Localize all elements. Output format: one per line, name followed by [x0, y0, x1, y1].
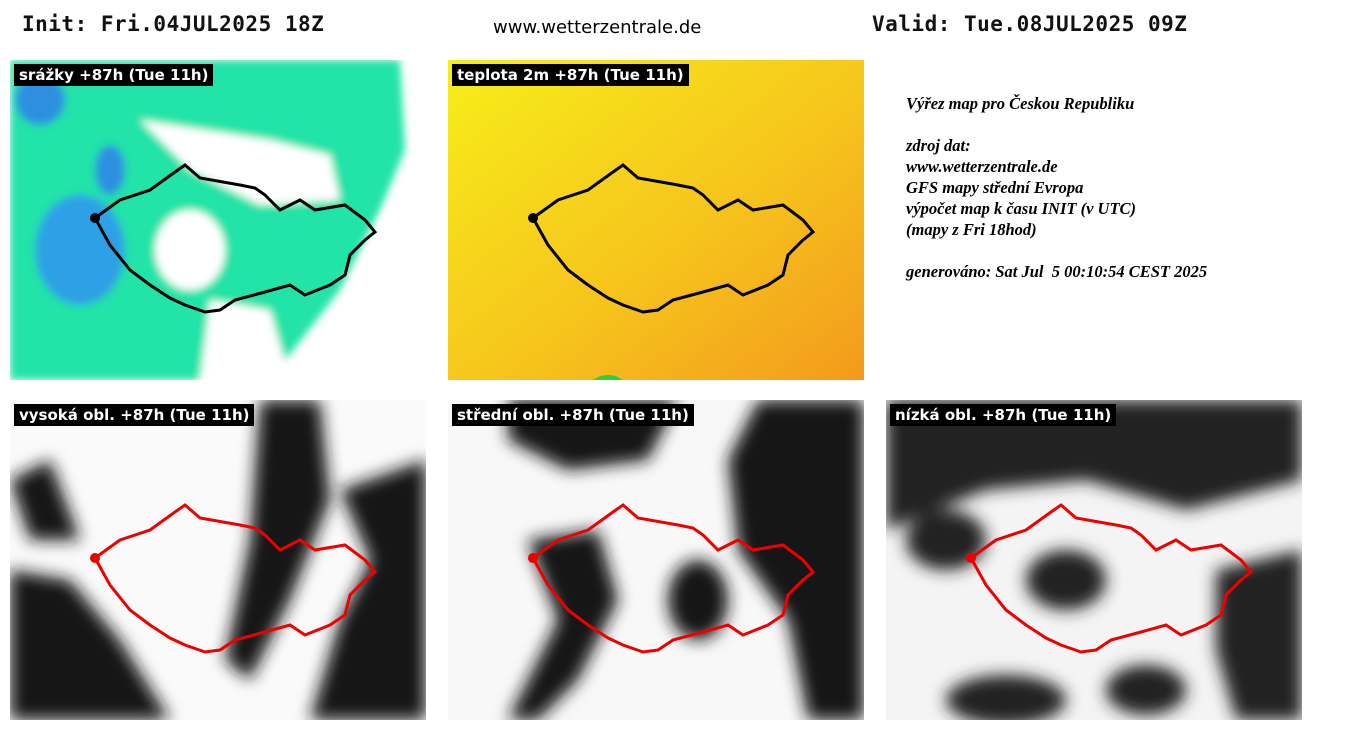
high-cloud-map-graphic [10, 400, 426, 720]
info-line [906, 240, 1207, 261]
init-time: Init: Fri.04JUL2025 18Z [22, 12, 325, 36]
info-line: zdroj dat: [906, 136, 971, 155]
panel-label: srážky +87h (Tue 11h) [14, 64, 214, 86]
panel-label: vysoká obl. +87h (Tue 11h) [14, 404, 255, 426]
info-text: Výřez map pro Českou Republiku zdroj dat:… [906, 93, 1207, 282]
info-line: www.wetterzentrale.de [906, 157, 1058, 176]
temperature-map: teplota 2m +87h (Tue 11h) [448, 60, 864, 380]
mid-cloud-map-graphic [448, 400, 864, 720]
precip-map-graphic [10, 60, 426, 380]
info-line: (mapy z Fri 18hod) [906, 220, 1037, 239]
valid-time: Valid: Tue.08JUL2025 09Z [872, 12, 1188, 36]
high-cloud-map: vysoká obl. +87h (Tue 11h) [10, 400, 426, 720]
low-cloud-map: nízká obl. +87h (Tue 11h) [886, 400, 1302, 720]
panel-label: teplota 2m +87h (Tue 11h) [452, 64, 689, 86]
info-line: výpočet map k času INIT (v UTC) [906, 199, 1137, 218]
info-line: Výřez map pro Českou Republiku [906, 94, 1135, 113]
mid-cloud-map: střední obl. +87h (Tue 11h) [448, 400, 864, 720]
low-cloud-map-graphic [886, 400, 1302, 720]
info-line [906, 114, 1207, 135]
panel-label: střední obl. +87h (Tue 11h) [452, 404, 694, 426]
info-line: generováno: Sat Jul 5 00:10:54 CEST 2025 [906, 262, 1208, 281]
site-name: www.wetterzentrale.de [493, 17, 702, 38]
temperature-map-graphic [448, 60, 864, 380]
info-line: GFS mapy střední Evropa [906, 178, 1084, 197]
precip-map: srážky +87h (Tue 11h) [10, 60, 426, 380]
panel-label: nízká obl. +87h (Tue 11h) [890, 404, 1117, 426]
